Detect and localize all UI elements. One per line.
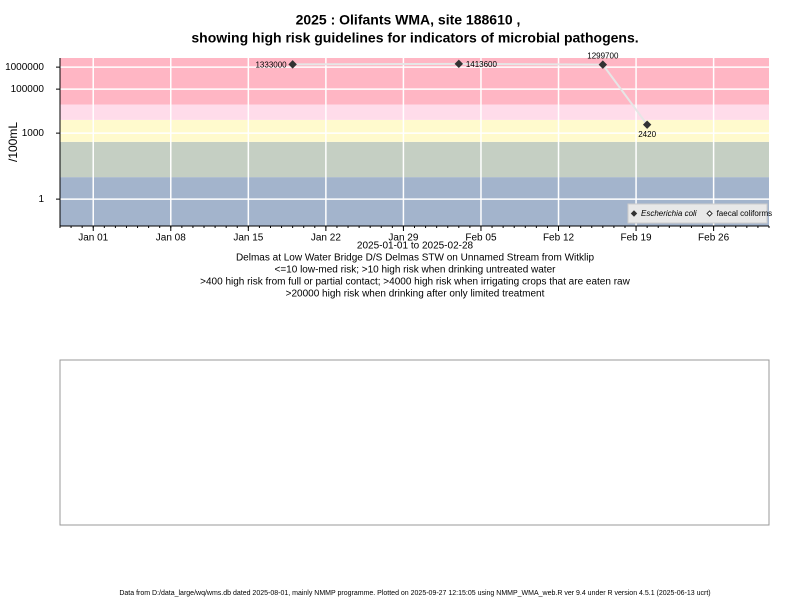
legend-marker [630, 210, 638, 217]
note: Delmas at Low Water Bridge D/S Delmas ST… [236, 253, 595, 264]
x-axis-label: 2025-01-01 to 2025-02-28 [357, 241, 474, 252]
x-tick-label: Jan 01 [78, 233, 108, 244]
legend-marker [706, 210, 713, 217]
x-tick-label: Feb 26 [698, 233, 730, 244]
note: >400 high risk from full or partial cont… [200, 277, 630, 288]
y-axis-label: /100mL [6, 122, 20, 162]
x-tick-label: Feb 12 [543, 233, 575, 244]
x-tick-label: Jan 22 [311, 233, 341, 244]
x-tick-label: Jan 15 [233, 233, 263, 244]
x-tick-label: Feb 05 [465, 233, 497, 244]
footer: Data from D:/data_large/wq/wms.db dated … [119, 590, 710, 597]
risk-band [60, 141, 769, 178]
data-point [454, 59, 464, 69]
data-label: 1413600 [466, 60, 498, 69]
y-tick-label: 100000 [11, 84, 45, 95]
empty-panel [59, 359, 770, 526]
data-label: 2420 [638, 130, 656, 139]
y-tick-label: 1000000 [5, 62, 44, 73]
legend-box [627, 203, 768, 224]
risk-band [60, 58, 769, 105]
x-tick-label: Jan 29 [388, 233, 418, 244]
chart-title: 2025 : Olifants WMA, site 188610 , [296, 12, 521, 28]
note: <=10 low-med risk; >10 high risk when dr… [275, 265, 557, 276]
legend-label: faecal coliforms [717, 209, 773, 218]
x-tick-label: Jan 08 [156, 233, 186, 244]
data-point [598, 60, 608, 69]
data-point [288, 60, 297, 69]
data-point [642, 120, 652, 129]
risk-band [60, 104, 769, 120]
y-tick-label: 1000 [22, 128, 45, 139]
chart-title: showing high risk guidelines for indicat… [191, 30, 638, 46]
series-line [292, 62, 648, 126]
data-label: 1333000 [255, 60, 287, 69]
data-label: 1299700 [587, 52, 619, 61]
note: >20000 high risk when drinking after onl… [286, 289, 545, 300]
y-tick-label: 1 [38, 194, 44, 205]
risk-band [60, 119, 769, 142]
x-tick-label: Feb 19 [620, 233, 652, 244]
legend-label: Escherichia coli [641, 209, 697, 218]
